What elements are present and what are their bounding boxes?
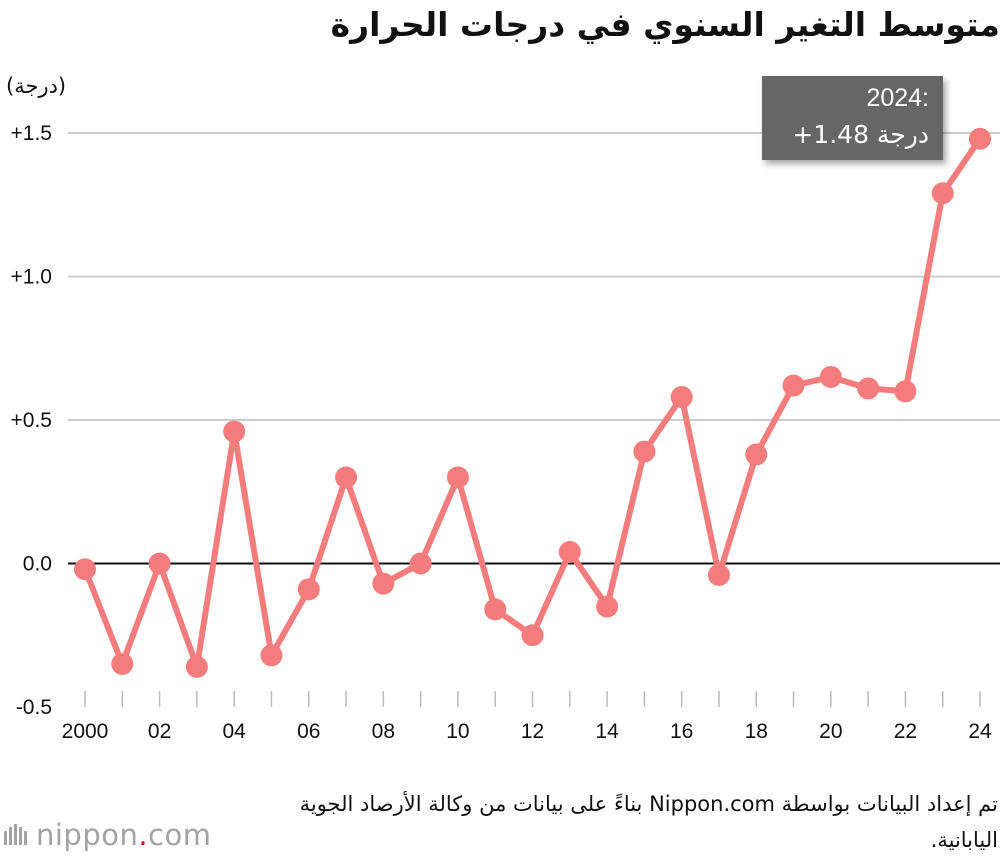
logo-name: nippon — [36, 818, 139, 852]
data-point — [707, 563, 730, 586]
data-point — [74, 558, 96, 581]
data-point — [409, 552, 432, 575]
data-points — [74, 127, 991, 678]
y-tick-label: 0.0 — [23, 553, 52, 576]
x-tick-label: 14 — [595, 720, 619, 743]
data-point — [372, 572, 395, 595]
y-tick-label: +1.5 — [11, 122, 52, 145]
x-tick-label: 04 — [222, 720, 246, 743]
x-tick-label: 2000 — [62, 720, 109, 743]
x-tick-label: 24 — [968, 720, 992, 743]
source-note: تم إعداد البيانات بواسطة Nippon.com بناء… — [299, 792, 998, 852]
logo-text: nippon.com — [36, 818, 212, 852]
y-axis-unit-label: (درجة) — [6, 74, 67, 98]
grid-lines — [68, 132, 1000, 421]
data-line-layer — [82, 135, 983, 670]
axes: +1.5 +1.0 +0.5 0.0 -0.5 2000 02 04 06 08 10 12 14 16 1… — [11, 122, 1000, 743]
tooltip-year: 2024: — [866, 84, 929, 112]
data-point — [260, 644, 283, 667]
logo-suffix: com — [148, 818, 212, 852]
tooltip-value: +1.48 درجة — [792, 120, 929, 149]
chart-title: متوسط التغير السنوي في درجات الحرارة — [330, 5, 1000, 44]
series-line — [82, 135, 983, 670]
data-point — [931, 182, 954, 205]
data-point — [185, 655, 208, 678]
x-tick-label: 18 — [745, 720, 768, 743]
data-point — [484, 598, 507, 621]
data-point — [894, 380, 917, 403]
data-point — [297, 578, 320, 601]
x-tick-label: 06 — [297, 720, 320, 743]
data-point — [745, 443, 768, 466]
y-tick-label: +0.5 — [11, 409, 52, 432]
y-tick-label: -0.5 — [16, 696, 52, 719]
data-point — [446, 466, 469, 489]
x-tick-label: 22 — [894, 720, 917, 743]
logo-dot: . — [138, 818, 149, 852]
x-tick-label: 16 — [670, 720, 693, 743]
data-point — [111, 652, 134, 675]
data-point — [335, 466, 358, 489]
nippon-logo[interactable]: nippon.com — [4, 816, 212, 854]
x-tick-label: 12 — [521, 720, 544, 743]
data-point — [633, 440, 656, 463]
data-point — [857, 377, 880, 400]
tooltip-2024: 2024: +1.48 درجة — [762, 76, 943, 160]
data-point — [148, 552, 171, 575]
data-point — [558, 541, 581, 564]
logo-bars-icon — [4, 824, 27, 845]
x-tick-label: 10 — [446, 720, 469, 743]
data-point — [969, 127, 991, 150]
x-tick-label: 08 — [372, 720, 395, 743]
data-point — [596, 595, 619, 618]
x-tick-label: 20 — [819, 720, 842, 743]
data-point — [223, 420, 246, 443]
y-tick-label: +1.0 — [11, 266, 52, 289]
data-point — [782, 374, 805, 397]
data-point — [670, 386, 693, 409]
data-point — [521, 624, 544, 647]
x-tick-label: 02 — [148, 720, 171, 743]
data-point — [819, 365, 842, 388]
